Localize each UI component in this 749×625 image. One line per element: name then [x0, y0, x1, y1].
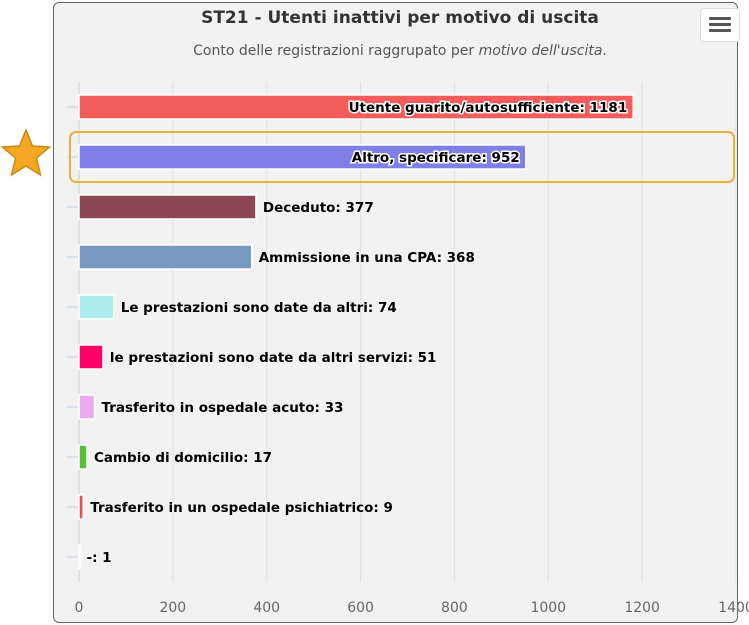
hamburger-menu-icon	[709, 23, 731, 26]
bar[interactable]	[78, 394, 96, 420]
bar[interactable]	[78, 244, 253, 270]
chart-menu-button[interactable]	[700, 8, 740, 42]
bar-data-label: Deceduto: 377	[263, 200, 374, 216]
bar[interactable]	[78, 194, 257, 220]
x-tick-label: 1400	[718, 600, 749, 616]
bar[interactable]	[78, 144, 527, 170]
bar-data-label: -: 1	[86, 550, 111, 566]
highlight-box	[69, 131, 735, 183]
hamburger-menu-icon	[709, 17, 731, 20]
star-icon	[0, 128, 52, 177]
bar-data-label: Trasferito in ospedale acuto: 33	[101, 400, 343, 416]
x-tick-label: 1000	[530, 600, 566, 616]
x-axis: 0 200 400 600 800 1000 1200 1400	[75, 600, 749, 616]
bar-data-label: Altro, specificare: 952	[352, 150, 520, 166]
x-tick-label: 200	[159, 600, 186, 616]
bar-data-label: Cambio di domicilio: 17	[94, 450, 272, 466]
bar[interactable]	[78, 544, 81, 570]
highlight-rectangle	[69, 131, 735, 183]
x-tick-label: 1200	[624, 600, 660, 616]
x-tick-label: 400	[253, 600, 280, 616]
bar[interactable]	[78, 294, 115, 320]
bar[interactable]	[78, 494, 84, 520]
x-tick-label: 800	[441, 600, 468, 616]
bar-data-label: Ammissione in una CPA: 368	[259, 250, 475, 266]
data-labels: Utente guarito/autosufficiente: 1181 Altr…	[86, 99, 628, 567]
x-tick-label: 0	[75, 600, 84, 616]
bars	[78, 94, 634, 570]
x-tick-label: 600	[347, 600, 374, 616]
bar-data-label: Trasferito in un ospedale psichiatrico: …	[90, 500, 393, 516]
hamburger-menu-icon	[709, 29, 731, 32]
chart-title: ST21 - Utenti inattivi per motivo di usc…	[201, 8, 599, 28]
bar[interactable]	[78, 344, 104, 370]
bar-data-label: Utente guarito/autosufficiente: 1181	[349, 100, 628, 116]
bar-data-label: Le prestazioni sono date da altri: 74	[121, 300, 397, 316]
chart-subtitle: Conto delle registrazioni raggrupato per…	[193, 43, 607, 59]
bar[interactable]	[78, 444, 88, 470]
bar-data-label: le prestazioni sono date da altri serviz…	[110, 350, 437, 366]
bar[interactable]	[78, 94, 634, 120]
